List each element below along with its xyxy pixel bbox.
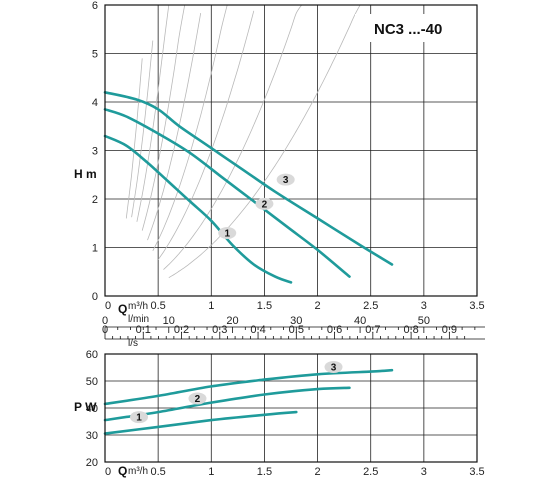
y-tick-label: 3 (92, 146, 98, 158)
series-badge-label: 1 (224, 228, 230, 239)
ls-tick-label: 0 (102, 324, 108, 336)
x-tick-label: 3 (421, 466, 427, 478)
y-tick-label: 30 (86, 430, 98, 442)
series-badge (324, 360, 343, 373)
y-tick-label: 60 (86, 349, 98, 361)
top-q-label: Q (118, 302, 127, 316)
ls-tick-label: 0.7 (365, 324, 380, 336)
y-tick-label: 20 (86, 457, 98, 469)
x-tick-label: 0 (105, 466, 111, 478)
system-curve (131, 40, 154, 218)
curve-series-1 (103, 134, 293, 284)
top-q-unit: m³/h (128, 301, 148, 312)
series-badge-label: 1 (136, 413, 142, 424)
lmin-tick-label: 40 (354, 315, 366, 327)
bottom-q-unit: m³/h (128, 466, 148, 477)
series-badge-label: 3 (283, 175, 289, 186)
power-chart-curves (103, 368, 394, 435)
series-badge (218, 226, 237, 239)
head-axis-title: H m (74, 167, 97, 181)
series-badge-label: 2 (262, 199, 268, 210)
head-chart-frame (104, 4, 478, 297)
x-tick-label: 2 (315, 300, 321, 312)
head-chart-grid (104, 4, 478, 297)
system-curve (125, 58, 143, 219)
x-tick-label: 0 (105, 300, 111, 312)
lmin-unit: l/min (128, 314, 149, 325)
chart-title-box (355, 14, 467, 42)
x-tick-label: 0.5 (150, 300, 165, 312)
y-tick-label: 5 (92, 49, 98, 61)
head-chart-tick-labels: 0 0.5 1 1.5 2 2.5 3 3.5 0 1 2 3 4 5 6 (92, 0, 485, 312)
y-tick-label: 1 (92, 243, 98, 255)
ls-tick-label: 0.9 (442, 324, 457, 336)
x-tick-label: 2.5 (363, 466, 378, 478)
x-tick-label: 0.5 (150, 466, 165, 478)
series-badge (130, 411, 149, 424)
system-curve (168, 4, 361, 279)
chart-title: NC3 ...-40 (374, 21, 442, 38)
series-badge (188, 392, 207, 405)
x-tick-label: 1.5 (257, 300, 272, 312)
lmin-tick-label: 20 (226, 315, 238, 327)
head-chart-series-labels: 1 2 3 (218, 173, 295, 239)
head-chart-curves (103, 91, 394, 284)
power-chart-series-labels: 1 2 3 (130, 360, 343, 424)
power-axis-title: P W (74, 400, 97, 414)
flow-unit-rulers: 0 10 20 30 40 50 0 0.1 0.2 0.3 0.4 0.5 0.6 0.7 0.8 0.9 (102, 315, 485, 340)
ls-tick-label: 0.5 (289, 324, 304, 336)
curve-series-3 (103, 368, 394, 406)
y-tick-label: 50 (86, 376, 98, 388)
lmin-tick-label: 30 (290, 315, 302, 327)
power-chart-frame (104, 353, 478, 463)
x-tick-label: 2 (315, 466, 321, 478)
x-tick-label: 1 (208, 300, 214, 312)
ls-tick-label: 0.6 (327, 324, 342, 336)
x-tick-label: 3 (421, 300, 427, 312)
ls-tick-label: 0.1 (136, 324, 151, 336)
x-tick-label: 3.5 (469, 300, 484, 312)
y-tick-label: 0 (92, 291, 98, 303)
curve-series-3 (103, 91, 394, 266)
ls-tick-label: 0.2 (174, 324, 189, 336)
ls-tick-label: 0.8 (403, 324, 418, 336)
series-badge (255, 197, 274, 210)
y-tick-label: 40 (86, 403, 98, 415)
bottom-q-label: Q (118, 464, 127, 478)
x-tick-label: 1.5 (257, 466, 272, 478)
x-tick-label: 2.5 (363, 300, 378, 312)
y-tick-label: 2 (92, 194, 98, 206)
curve-series-2 (103, 108, 351, 278)
power-chart-tick-labels: 0 0.5 1 1.5 2 2.5 3 3.5 20 30 40 50 60 (86, 349, 485, 478)
system-curve (163, 4, 302, 270)
x-tick-label: 1 (208, 466, 214, 478)
y-tick-label: 4 (92, 97, 98, 109)
system-curve (147, 13, 202, 241)
lmin-tick-label: 50 (418, 315, 430, 327)
series-badge (276, 173, 295, 186)
lmin-tick-label: 0 (102, 315, 108, 327)
y-tick-label: 6 (92, 0, 98, 12)
system-curve (141, 4, 186, 231)
curve-series-1 (103, 410, 298, 435)
curve-series-2 (103, 386, 351, 422)
system-curve (157, 10, 255, 260)
lmin-tick-label: 10 (163, 315, 175, 327)
power-chart-grid (104, 353, 478, 463)
series-badge-label: 3 (331, 362, 337, 373)
head-chart-system-curves (125, 4, 361, 279)
ls-tick-label: 0.3 (212, 324, 227, 336)
ls-tick-label: 0.4 (250, 324, 265, 336)
system-curve (136, 4, 170, 222)
series-badge-label: 2 (195, 394, 201, 405)
ls-unit: l/s (128, 338, 138, 349)
x-tick-label: 3.5 (469, 466, 484, 478)
